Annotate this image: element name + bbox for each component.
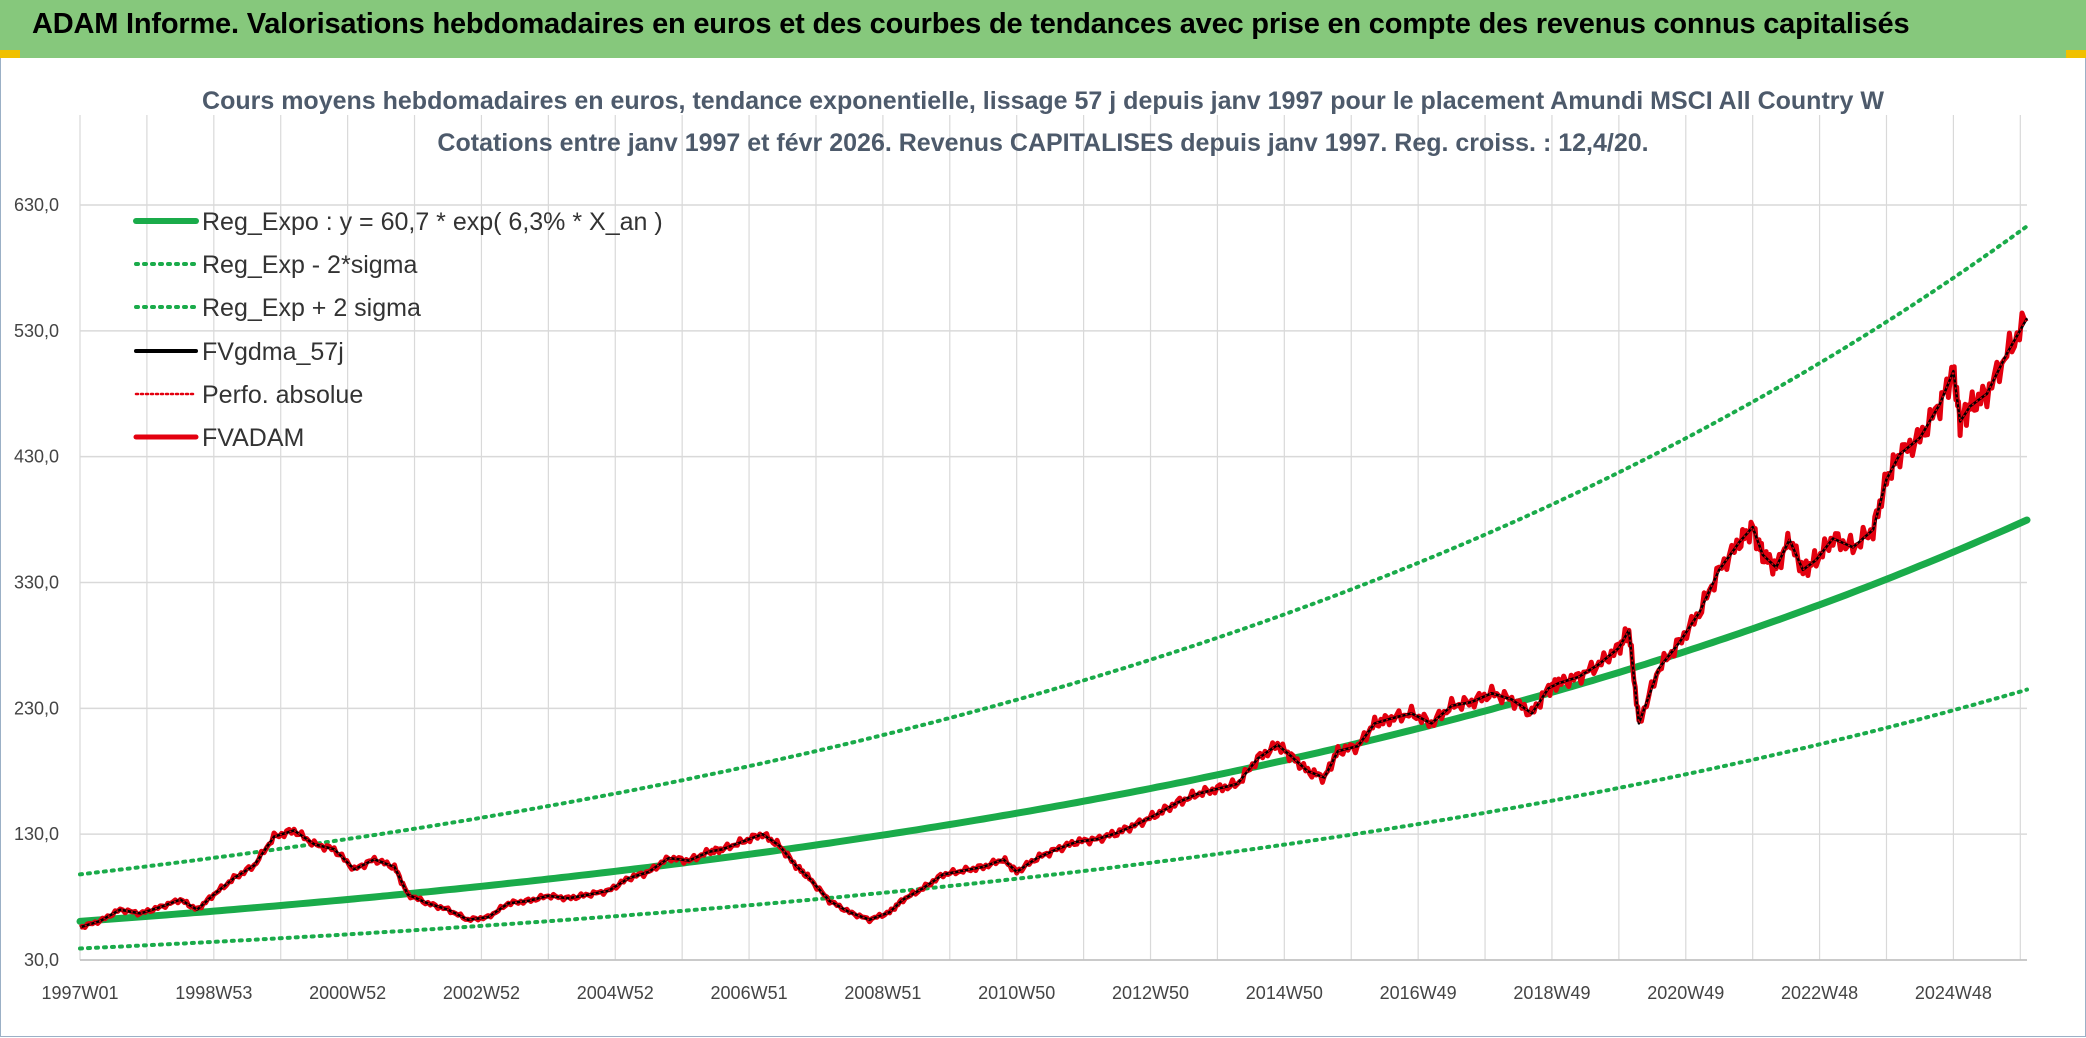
chart-title-line1: Cours moyens hebdomadaires en euros, ten… — [202, 87, 1884, 115]
header-corner-right — [2066, 50, 2086, 58]
chart-title: Cours moyens hebdomadaires en euros, ten… — [202, 87, 1884, 157]
chart-grid — [79, 115, 2027, 961]
y-axis-ticks: 630,0 530,0 430,0 330,0 230,0 130,0 30,0 — [14, 195, 59, 970]
x-tick-label: 2000W52 — [309, 983, 386, 1003]
series-layer — [76, 224, 2031, 951]
x-tick-label: 2014W50 — [1246, 983, 1323, 1003]
series-reg-expo — [76, 516, 2031, 925]
series-perfo-absolue — [79, 317, 2028, 929]
series-reg-minus-2sigma — [78, 687, 2029, 951]
legend-label-reg-minus: Reg_Exp - 2*sigma — [202, 251, 417, 279]
x-tick-label: 2006W51 — [711, 983, 788, 1003]
x-tick-label: 2020W49 — [1647, 983, 1724, 1003]
report-header: ADAM Informe. Valorisations hebdomadaire… — [0, 0, 2086, 58]
chart-legend: Reg_Expo : y = 60,7 * exp( 6,3% * X_an )… — [133, 208, 663, 452]
y-tick-label: 230,0 — [14, 698, 59, 718]
y-tick-label: 430,0 — [14, 447, 59, 467]
y-tick-label: 630,0 — [14, 195, 59, 215]
series-reg-plus-2sigma — [78, 224, 2029, 877]
x-tick-label: 2010W50 — [978, 983, 1055, 1003]
x-tick-label: 2024W48 — [1915, 983, 1992, 1003]
x-tick-label: 1998W53 — [175, 983, 252, 1003]
legend-label-reg-plus: Reg_Exp + 2 sigma — [202, 294, 421, 322]
x-tick-label: 2002W52 — [443, 983, 520, 1003]
x-tick-label: 2018W49 — [1513, 983, 1590, 1003]
x-tick-label: 2022W48 — [1781, 983, 1858, 1003]
legend-label-reg-expo: Reg_Expo : y = 60,7 * exp( 6,3% * X_an ) — [202, 208, 663, 236]
chart-title-line2: Cotations entre janv 1997 et févr 2026. … — [437, 129, 1648, 157]
legend-label-fvgdma: FVgdma_57j — [202, 338, 344, 366]
legend-label-fvadam: FVADAM — [202, 424, 304, 452]
x-tick-label: 2008W51 — [844, 983, 921, 1003]
x-tick-label: 2004W52 — [577, 983, 654, 1003]
x-tick-label: 2016W49 — [1380, 983, 1457, 1003]
x-axis-ticks: 1997W01 1998W53 2000W52 2002W52 2004W52 2006W… — [41, 983, 1991, 1003]
header-corner-left — [0, 50, 20, 58]
y-tick-label: 130,0 — [14, 824, 59, 844]
y-tick-label: 330,0 — [14, 573, 59, 593]
y-tick-label: 30,0 — [24, 950, 59, 970]
report-title: ADAM Informe. Valorisations hebdomadaire… — [32, 8, 1910, 40]
x-tick-label: 2012W50 — [1112, 983, 1189, 1003]
y-tick-label: 530,0 — [14, 321, 59, 341]
legend-label-perfo: Perfo. absolue — [202, 381, 363, 409]
x-tick-label: 1997W01 — [41, 983, 118, 1003]
